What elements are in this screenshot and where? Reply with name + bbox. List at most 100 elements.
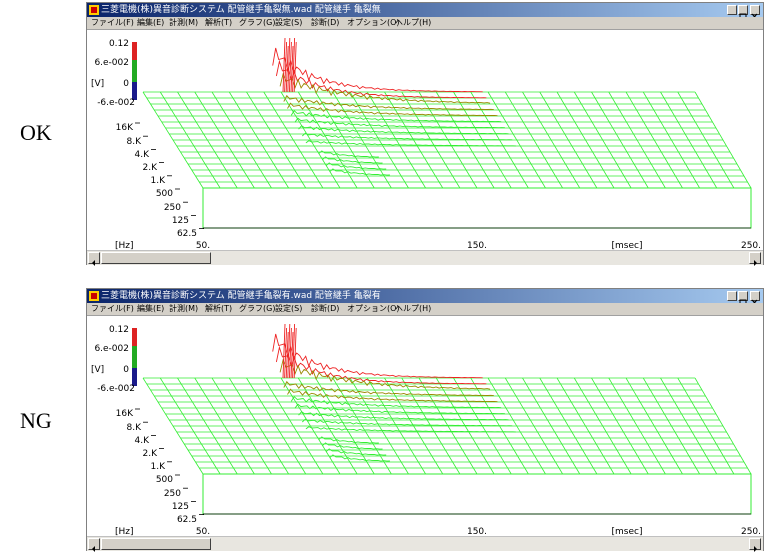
- freq-tick-label: 1.K: [151, 176, 167, 186]
- freq-tick-label: 16K: [116, 123, 134, 133]
- peak-layer: [272, 323, 516, 462]
- grid-line: [625, 377, 683, 475]
- scroll-thumb[interactable]: [101, 538, 211, 550]
- grid-line: [487, 91, 546, 189]
- close-button[interactable]: [750, 291, 760, 306]
- menu-graph[interactable]: グラフ(G): [239, 18, 276, 27]
- spectrum-ridge: [287, 102, 498, 117]
- grid-line: [228, 377, 289, 475]
- peak-spike: [292, 37, 296, 93]
- peak-spike: [282, 323, 286, 379]
- time-tick-label: 50.: [196, 527, 210, 536]
- menu-bar: ファイル(F) 編集(E) 計測(M) 解析(T) グラフ(G) 設定(S) 診…: [87, 303, 763, 316]
- spectrum-ridge: [329, 454, 390, 462]
- peak-spike: [292, 323, 296, 379]
- peak-spike: [288, 41, 292, 93]
- scroll-right-button[interactable]: [749, 538, 761, 552]
- menu-measure[interactable]: 計測(M): [169, 18, 199, 27]
- time-tick-label: 250.: [741, 527, 761, 536]
- grid-line: [504, 91, 563, 189]
- spectrum-ridge: [301, 418, 513, 427]
- spectrum-ridge: [294, 117, 505, 129]
- grid-line: [487, 377, 546, 475]
- minimize-button[interactable]: [727, 291, 737, 305]
- grid-line: [332, 91, 392, 189]
- spectrum-ridge: [283, 94, 494, 111]
- grid-line: [142, 91, 204, 189]
- menu-diagnosis[interactable]: 診断(D): [311, 18, 340, 27]
- spectrum-ridge: [329, 168, 390, 176]
- waterfall-chart: 0.12 6.e-002 [V] 0 -6.e-002 16K 8.K 4.K …: [91, 323, 761, 536]
- spectrum-ridge: [287, 388, 498, 403]
- freq-tick-label: 2.K: [143, 449, 159, 459]
- menu-edit[interactable]: 編集(E): [137, 304, 165, 313]
- grid-line: [694, 377, 752, 475]
- front-wall: [202, 187, 752, 229]
- time-unit-label: [msec]: [612, 527, 643, 536]
- spectrum-ridge: [279, 72, 491, 104]
- menu-file[interactable]: ファイル(F): [91, 304, 134, 313]
- scroll-left-button[interactable]: [88, 252, 100, 266]
- spectrum-ridge: [294, 403, 505, 415]
- grid-line: [539, 91, 598, 189]
- maximize-button[interactable]: [738, 5, 748, 20]
- grid-line: [246, 91, 307, 189]
- menu-options[interactable]: オプション(O): [347, 304, 400, 313]
- menu-file[interactable]: ファイル(F): [91, 18, 134, 27]
- minimize-button[interactable]: [727, 5, 737, 19]
- close-button[interactable]: [750, 5, 760, 20]
- menu-analysis[interactable]: 解析(T): [205, 18, 233, 27]
- grid-line: [522, 91, 581, 189]
- grid-line: [642, 377, 700, 475]
- menu-options[interactable]: オプション(O): [347, 18, 400, 27]
- waterfall-chart: 0.12 6.e-002 [V] 0 -6.e-002 16K 8.K 4.K …: [91, 37, 761, 250]
- title-bar[interactable]: 三菱電機(株)異音診断システム 配管継手亀裂有.wad 配管継手 亀裂有: [87, 289, 763, 306]
- scroll-thumb[interactable]: [101, 252, 211, 264]
- freq-tick-label: 8.K: [127, 137, 143, 147]
- menu-settings[interactable]: 設定(S): [275, 304, 303, 313]
- spectrogram-plot[interactable]: 0.12 6.e-002 [V] 0 -6.e-002 16K 8.K 4.K …: [87, 30, 763, 250]
- grid-line: [228, 91, 289, 189]
- freq-tick-label: 4.K: [135, 436, 151, 446]
- menu-graph[interactable]: グラフ(G): [239, 304, 276, 313]
- grid-line: [608, 91, 666, 189]
- spectrum-ridge: [298, 125, 509, 135]
- spectrogram-plot[interactable]: 0.12 6.e-002 [V] 0 -6.e-002 16K 8.K 4.K …: [87, 316, 763, 536]
- horizontal-scrollbar[interactable]: [87, 250, 763, 266]
- menu-settings[interactable]: 設定(S): [275, 18, 303, 27]
- menu-help[interactable]: ヘルプ(H): [395, 18, 432, 27]
- horizontal-scrollbar[interactable]: [87, 536, 763, 552]
- window-title: 三菱電機(株)異音診断システム 配管継手亀裂有.wad 配管継手 亀裂有: [101, 291, 381, 301]
- peak-spike: [290, 45, 294, 93]
- scroll-left-button[interactable]: [88, 538, 100, 552]
- menu-diagnosis[interactable]: 診断(D): [311, 304, 340, 313]
- peak-layer: [272, 37, 516, 176]
- grid-line: [591, 377, 649, 475]
- grid-line: [591, 91, 649, 189]
- peak-spike: [284, 327, 288, 379]
- y-tick-label: 0: [123, 365, 129, 375]
- y-unit-label: [V]: [91, 365, 104, 375]
- maximize-button[interactable]: [738, 291, 748, 306]
- freq-tick-label: 62.5: [177, 515, 197, 525]
- ok-label: OK: [20, 120, 52, 145]
- grid-line: [263, 377, 324, 475]
- arrow-left-icon: [92, 546, 95, 552]
- grid-line: [677, 377, 735, 475]
- grid-line: [159, 91, 221, 189]
- menu-help[interactable]: ヘルプ(H): [395, 304, 432, 313]
- peak-spike: [284, 41, 288, 93]
- menu-measure[interactable]: 計測(M): [169, 304, 199, 313]
- title-bar[interactable]: 三菱電機(株)異音診断システム 配管継手亀裂無.wad 配管継手 亀裂無: [87, 3, 763, 20]
- menu-edit[interactable]: 編集(E): [137, 18, 165, 27]
- y-tick-label: -6.e-002: [97, 98, 135, 108]
- y-tick-label: 6.e-002: [94, 58, 129, 68]
- grid-line: [332, 377, 392, 475]
- menu-analysis[interactable]: 解析(T): [205, 304, 233, 313]
- grid-line: [315, 91, 375, 189]
- freq-tick-label: 250: [164, 489, 181, 499]
- spectrum-ridge: [301, 132, 513, 141]
- spectrum-ridge: [275, 345, 487, 385]
- grid-line: [418, 377, 478, 475]
- scroll-right-button[interactable]: [749, 252, 761, 266]
